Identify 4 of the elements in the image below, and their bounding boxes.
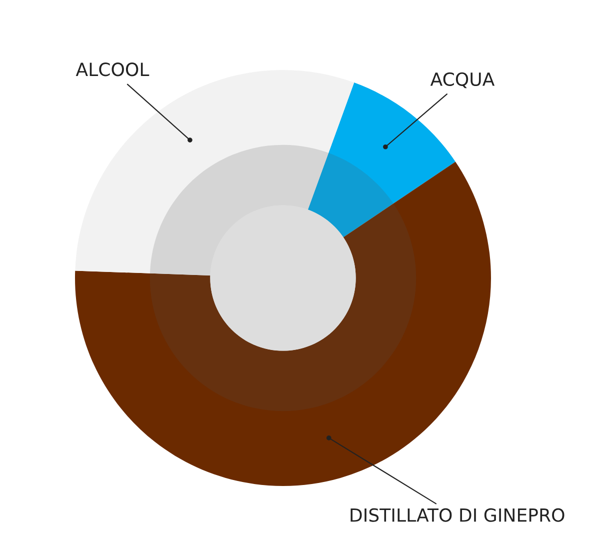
slice-label: DISTILLATO DI GINEPRO xyxy=(350,508,564,522)
slice-label: ACQUA xyxy=(430,72,495,88)
donut-slice xyxy=(75,162,491,486)
slice-label: ALCOOL xyxy=(76,62,150,76)
